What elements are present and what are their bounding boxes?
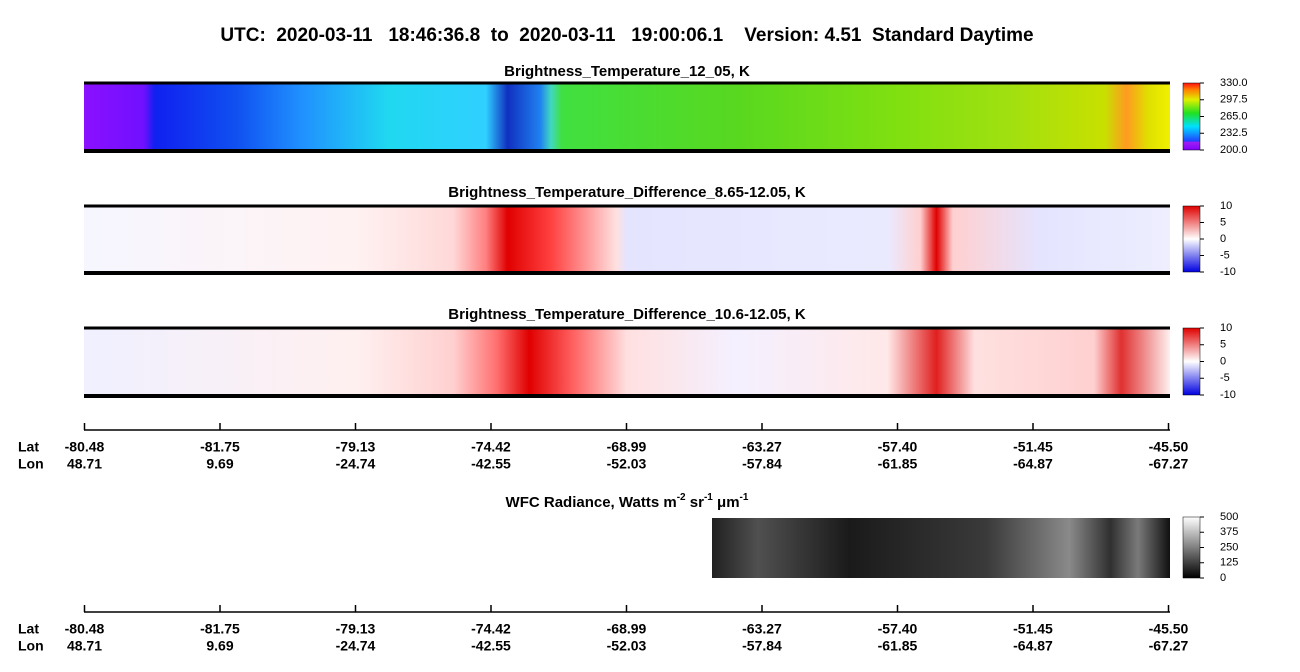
colorbar-tick-label: 200.0	[1220, 144, 1248, 156]
title-superscript: -2	[677, 492, 686, 503]
colorbar-tick-label: 10	[1220, 200, 1232, 212]
lon-label: Lon	[18, 638, 44, 654]
title-superscript: -1	[740, 492, 749, 503]
lat-value: -79.13	[336, 439, 376, 455]
colorbar-tick-label: 0	[1220, 233, 1226, 245]
lat-value: -74.42	[471, 621, 511, 637]
lon-value: -42.55	[471, 638, 511, 654]
panel-title: Brightness_Temperature_Difference_8.65-1…	[448, 184, 806, 201]
lon-value: -64.87	[1013, 456, 1053, 472]
colorbar	[1182, 327, 1201, 396]
lon-value: -57.84	[742, 638, 782, 654]
lat-value: -51.45	[1013, 439, 1053, 455]
lon-value: -67.27	[1149, 456, 1189, 472]
image-strip	[84, 207, 1170, 272]
colorbar	[1182, 205, 1201, 273]
lon-value: -52.03	[607, 456, 647, 472]
lat-value: -80.48	[65, 439, 105, 455]
lat-value: -81.75	[200, 439, 240, 455]
colorbar-tick-label: 0	[1220, 572, 1226, 584]
lat-value: -81.75	[200, 621, 240, 637]
lon-value: -61.85	[878, 638, 918, 654]
image-strip	[84, 84, 1170, 150]
colorbar-tick-label: -10	[1220, 266, 1236, 278]
colorbar	[1182, 516, 1201, 579]
panel-title: WFC Radiance, Watts m-2 sr-1 μm-1	[506, 492, 749, 511]
colorbar-tick-label: 250	[1220, 541, 1238, 553]
lon-value: -57.84	[742, 456, 782, 472]
colorbar-tick-label: 375	[1220, 526, 1238, 538]
lon-label: Lon	[18, 456, 44, 472]
lat-value: -68.99	[607, 621, 647, 637]
title-part: μm	[713, 494, 740, 511]
lon-value: 9.69	[206, 638, 233, 654]
title-part: WFC Radiance, Watts m	[506, 494, 677, 511]
colorbar-tick-label: 10	[1220, 322, 1232, 334]
lat-label: Lat	[18, 439, 39, 455]
colorbar-tick-label: 232.5	[1220, 127, 1248, 139]
panel-title: Brightness_Temperature_Difference_10.6-1…	[448, 306, 806, 323]
colorbar-tick-label: 330.0	[1220, 77, 1248, 89]
lat-value: -45.50	[1149, 439, 1189, 455]
lon-value: 48.71	[67, 638, 102, 654]
lat-value: -63.27	[742, 621, 782, 637]
title-part: sr	[686, 494, 705, 511]
lat-value: -45.50	[1149, 621, 1189, 637]
lon-value: 9.69	[206, 456, 233, 472]
lon-value: -42.55	[471, 456, 511, 472]
lat-value: -57.40	[878, 439, 918, 455]
colorbar-tick-label: 297.5	[1220, 94, 1248, 106]
lat-value: -57.40	[878, 621, 918, 637]
lon-value: -67.27	[1149, 638, 1189, 654]
image-strip	[84, 329, 1170, 395]
colorbar-tick-label: 265.0	[1220, 110, 1248, 122]
colorbar-tick-label: -5	[1220, 249, 1230, 261]
lat-value: -80.48	[65, 621, 105, 637]
lon-value: -24.74	[336, 456, 376, 472]
lon-value: -52.03	[607, 638, 647, 654]
lon-value: 48.71	[67, 456, 102, 472]
lon-value: -64.87	[1013, 638, 1053, 654]
colorbar-tick-label: 500	[1220, 511, 1238, 523]
colorbar-tick-label: -5	[1220, 372, 1230, 384]
lat-value: -68.99	[607, 439, 647, 455]
colorbar-tick-label: 125	[1220, 557, 1238, 569]
lat-value: -79.13	[336, 621, 376, 637]
colorbar	[1182, 82, 1201, 151]
lat-value: -63.27	[742, 439, 782, 455]
lat-value: -51.45	[1013, 621, 1053, 637]
colorbar-tick-label: 0	[1220, 355, 1226, 367]
colorbar-tick-label: -10	[1220, 389, 1236, 401]
figure-title: UTC: 2020-03-11 18:46:36.8 to 2020-03-11…	[220, 25, 1033, 46]
lon-value: -24.74	[336, 638, 376, 654]
title-superscript: -1	[704, 492, 713, 503]
lat-value: -74.42	[471, 439, 511, 455]
image-strip	[712, 518, 1170, 578]
panel-title: Brightness_Temperature_12_05, K	[504, 63, 750, 80]
colorbar-tick-label: 5	[1220, 216, 1226, 228]
lat-label: Lat	[18, 621, 39, 637]
colorbar-tick-label: 5	[1220, 339, 1226, 351]
lon-value: -61.85	[878, 456, 918, 472]
